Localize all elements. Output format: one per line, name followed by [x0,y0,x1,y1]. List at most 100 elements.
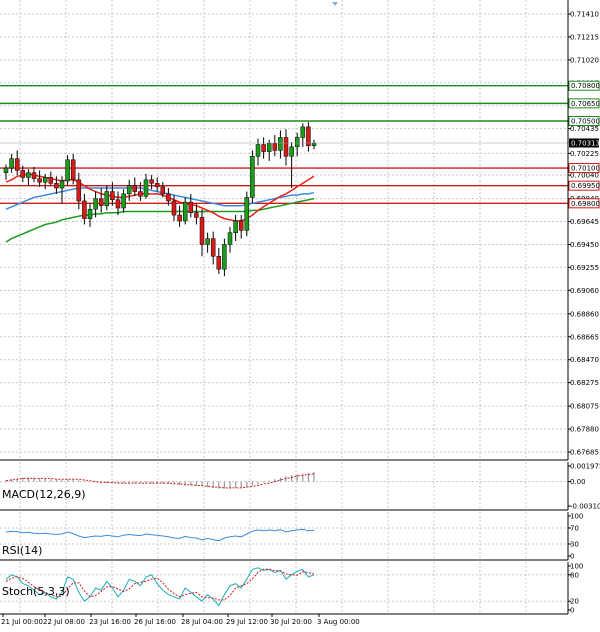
candle-body [227,232,233,245]
candle-body [121,193,126,209]
y-tick-label: 0.68470 [570,356,599,364]
candle-body [42,177,48,183]
x-tick-label: 30 Jul 20:00 [270,618,312,626]
stoch-tick-label: 80 [570,571,579,579]
y-tick-label: 0.71215 [570,33,599,41]
candle-body [104,191,110,206]
candle-body [300,126,306,138]
candle-body [272,143,278,151]
stoch-tick-label: 100 [570,563,583,571]
macd-grid [0,462,568,510]
candle-body [138,191,143,197]
candle-body [48,177,54,184]
candle-body [250,156,255,198]
candle-body [199,217,205,245]
resistance-level-badge-text: 0.70500 [571,118,600,126]
stoch-label: Stoch(5,3,3) [2,585,70,598]
rsi-label: RSI(14) [2,544,42,557]
candle-body [110,191,115,201]
candle-body [222,244,227,270]
current-price-badge [569,138,599,148]
rsi-tick-label: 30 [570,541,579,549]
candle-body [14,158,20,171]
candle-body [76,179,82,202]
candle-body [93,198,98,210]
candle-body [188,201,194,213]
candle-body [166,193,171,202]
rsi-tick-label: 0 [570,553,574,561]
resistance-level-badge [568,80,600,91]
stoch-tick-label: 20 [570,598,579,606]
support-level-badge [568,163,600,174]
stoch-grid [0,562,568,614]
x-tick-label: 26 Jul 16:00 [134,618,176,626]
support-level-badge-text: 0.69950 [571,182,600,190]
support-level-badge-text: 0.70100 [571,165,600,173]
candle-body [278,137,283,151]
candle-body [238,220,244,231]
y-tick-label: 0.69645 [570,218,599,226]
macd-tick-label: 0.001975 [570,463,600,471]
candle-body [82,200,87,219]
scroll-marker-icon [332,2,338,6]
macd-signal-line [5,473,315,489]
x-tick-label: 21 Jul 00:00 [1,618,43,626]
ma-green-line [5,197,315,243]
candle-body [132,185,138,192]
y-tick-label: 0.68275 [570,379,599,387]
candle-body [311,143,317,146]
candle-body [9,158,14,169]
y-tick-label: 0.69255 [570,264,599,272]
y-tick-label: 0.67880 [570,426,599,434]
candle-body [98,198,104,206]
support-level-badge [568,180,600,191]
current-price-text: 0.70313 [571,139,600,147]
y-tick-label: 0.69060 [570,287,599,295]
candle-body [26,172,31,178]
x-tick-label: 28 Jul 04:00 [181,618,223,626]
rsi-line [5,528,315,542]
candle-body [149,179,154,184]
candle-body [143,179,149,197]
candle-body [283,137,289,157]
candle-body [20,170,26,178]
candle-body [59,180,65,189]
y-tick-label: 0.68665 [570,333,599,341]
resistance-level-badge-text: 0.70800 [571,82,600,90]
candle-body [115,199,121,209]
candle-body [210,238,216,257]
ma-blue-line [5,187,315,210]
candle-body [255,144,261,157]
macd-tick-label: 0.00 [570,478,586,486]
x-tick-label: 22 Jul 08:00 [43,618,85,626]
y-tick-label: 0.71410 [570,11,599,19]
candle-body [289,146,294,157]
candle-body [65,159,70,182]
candles [3,122,317,277]
y-tick-label: 0.71020 [570,56,599,64]
resistance-level-badge-text: 0.70650 [571,100,600,108]
candle-body [177,214,182,222]
candle-body [266,143,272,152]
candle-body [31,172,37,179]
ma-red-line [5,173,315,222]
candle-body [87,208,93,219]
resistance-level-badge [568,116,600,127]
macd-tick-label: -0.003101 [570,503,600,511]
candle-body [244,197,250,231]
y-tick-label: 0.68860 [570,310,599,318]
candle-body [306,126,311,146]
resistance-level-badge [568,98,600,109]
x-tick-label: 3 Aug 00:00 [317,618,360,626]
candle-body [261,144,266,152]
candle-body [3,167,9,173]
y-tick-label: 0.67685 [570,449,599,457]
macd-label: MACD(12,26,9) [2,488,86,501]
candle-body [70,159,76,181]
y-tick-label: 0.69450 [570,241,599,249]
rsi-tick-label: 70 [570,525,579,533]
candle-body [194,212,199,218]
candle-body [233,220,238,233]
y-tick-label: 0.70435 [570,125,599,133]
